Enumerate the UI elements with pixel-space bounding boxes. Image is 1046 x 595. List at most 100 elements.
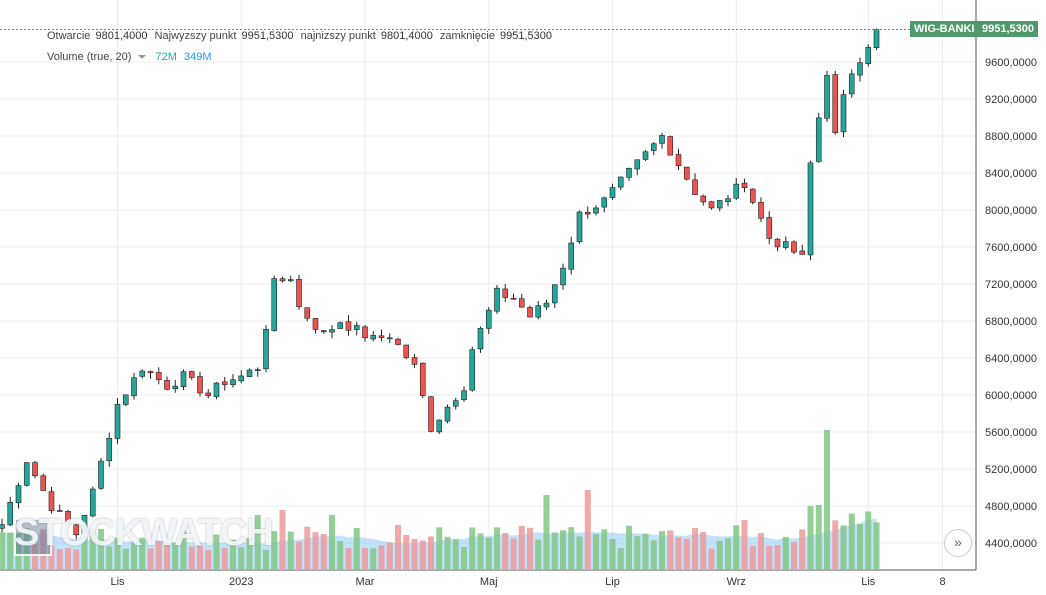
volume-bar: [667, 530, 674, 570]
x-tick-label: Mar: [356, 576, 375, 588]
candle-body: [213, 382, 220, 398]
volume-bar: [774, 544, 781, 570]
volume-bar: [485, 537, 492, 570]
candle-body: [246, 369, 253, 377]
candle-body: [164, 380, 170, 390]
scroll-to-realtime-button[interactable]: »: [944, 529, 972, 557]
volume-bar: [411, 539, 418, 570]
candle-body: [799, 250, 806, 255]
chevron-down-icon[interactable]: [138, 55, 147, 60]
volume-bar: [213, 534, 220, 570]
volume-bar: [304, 526, 311, 570]
volume-bar: [106, 546, 113, 570]
volume-label: Volume (true, 20): [47, 51, 132, 63]
volume-bar: [617, 548, 624, 570]
candle-body: [766, 217, 773, 239]
volume-bar: [543, 495, 550, 570]
volume-bar: [428, 536, 434, 570]
candle-body: [675, 154, 682, 167]
candle-body: [386, 337, 393, 340]
volume-bar: [263, 549, 269, 570]
candle-body: [865, 47, 872, 65]
volume-bar: [254, 515, 261, 570]
volume-bar: [576, 536, 583, 570]
volume-bar: [807, 506, 814, 570]
candle-body: [452, 400, 459, 407]
candle-body: [560, 267, 566, 286]
candle-body: [40, 475, 47, 491]
candle-body: [221, 381, 228, 385]
candle-body: [832, 74, 839, 134]
candle-body: [7, 501, 14, 526]
y-tick-label: 9600,0000: [985, 57, 1037, 69]
volume-bar: [832, 520, 839, 570]
volume-bar: [494, 527, 500, 570]
volume-bar: [155, 541, 162, 570]
candle-body: [139, 370, 146, 377]
candle-body: [98, 460, 104, 489]
volume-bar: [461, 546, 467, 570]
last-price-tag: 9951,5300: [978, 21, 1038, 38]
volume-bar: [73, 549, 80, 570]
candle-body: [873, 29, 880, 48]
volume-bar: [601, 529, 608, 570]
volume-bar: [114, 537, 121, 570]
volume-bar: [81, 536, 88, 570]
volume-ma-value: 349M: [183, 51, 212, 63]
candle-body: [601, 197, 608, 208]
volume-bar: [626, 525, 632, 570]
volume-value: 72M: [155, 51, 177, 63]
candle-body: [428, 396, 434, 432]
candle-body: [642, 151, 649, 160]
y-tick-label: 8000,0000: [985, 205, 1037, 217]
candle-body: [444, 406, 451, 422]
volume-bar: [634, 536, 641, 570]
volume-bar: [370, 548, 377, 570]
candle-body: [692, 179, 698, 195]
y-tick-label: 7200,0000: [985, 279, 1037, 291]
symbol-tag: WIG-BANKI: [910, 21, 979, 38]
low-value: 9801,4000: [380, 30, 433, 42]
candle-body: [205, 392, 212, 396]
volume-bar: [568, 527, 575, 570]
y-tick-label: 6000,0000: [985, 390, 1037, 402]
candle-body: [593, 207, 599, 214]
volume-bar: [353, 527, 360, 570]
x-tick-label: Wrz: [727, 576, 746, 588]
volume-bar: [188, 546, 195, 570]
y-tick-label: 6400,0000: [985, 353, 1037, 365]
y-tick-label: 5200,0000: [985, 464, 1037, 476]
candle-body: [114, 403, 121, 439]
volume-legend[interactable]: Volume (true, 20) 72M 349M: [47, 51, 212, 63]
candle-body: [378, 335, 385, 338]
volume-bar: [560, 530, 566, 570]
x-tick-label: 2023: [229, 576, 253, 588]
volume-bar: [733, 525, 740, 570]
volume-bar: [518, 525, 525, 570]
candle-body: [287, 279, 294, 282]
volume-bar: [378, 545, 385, 570]
volume-bar: [782, 536, 789, 570]
volume-bar: [98, 528, 104, 570]
volume-bar: [725, 538, 731, 570]
volume-bar: [48, 545, 55, 570]
candle-body: [782, 241, 789, 248]
candle-body: [551, 284, 558, 304]
candle-body: [197, 376, 203, 394]
candle-body: [774, 238, 781, 248]
candle-body: [840, 94, 847, 133]
candle-body: [271, 278, 278, 331]
candle-body: [395, 338, 401, 345]
volume-bar: [89, 529, 96, 570]
volume-bar: [716, 540, 723, 570]
volume-bar: [221, 547, 228, 570]
volume-bar: [584, 490, 591, 570]
candle-body: [857, 62, 863, 76]
candle-body: [147, 371, 154, 374]
candle-body: [89, 488, 96, 517]
high-value: 9951,5300: [241, 30, 294, 42]
candle-body: [362, 326, 368, 339]
candle-body: [469, 349, 476, 391]
candle-body: [32, 462, 38, 477]
candle-body: [617, 176, 624, 188]
